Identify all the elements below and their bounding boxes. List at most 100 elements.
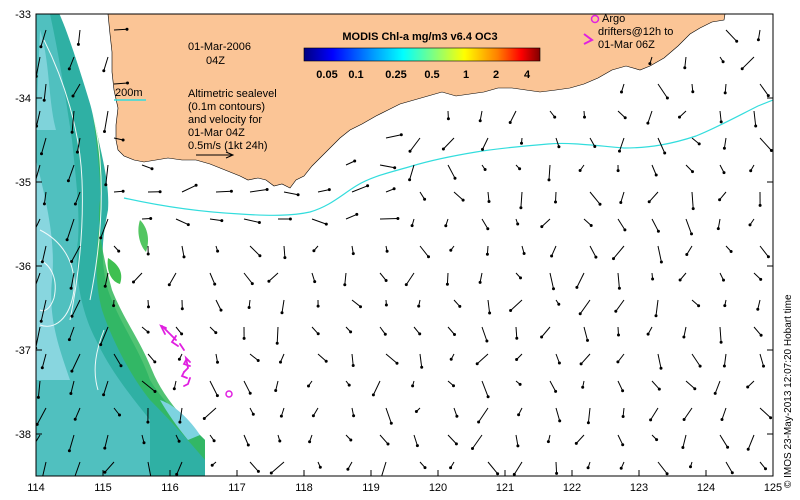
velocity-vector-head — [420, 365, 424, 369]
velocity-vector — [551, 245, 557, 257]
velocity-vector — [447, 434, 457, 445]
velocity-vector-head — [212, 439, 216, 443]
velocity-vector — [487, 191, 490, 202]
velocity-vector — [759, 83, 769, 96]
velocity-vector — [759, 353, 764, 367]
axis-ticks — [35, 13, 774, 476]
velocity-vector-head — [646, 121, 650, 125]
velocity-vector-head — [762, 364, 765, 368]
velocity-vector-head — [274, 389, 278, 392]
velocity-vector — [379, 434, 389, 445]
velocity-vector — [249, 245, 261, 257]
velocity-vector-head — [540, 225, 544, 229]
velocity-vector-head — [458, 304, 462, 308]
velocity-vector — [719, 434, 729, 448]
velocity-vector-head — [697, 304, 701, 308]
y-tick-label: -38 — [15, 429, 31, 441]
velocity-vector — [43, 191, 47, 204]
velocity-vector-head — [449, 357, 453, 361]
velocity-vector-head — [352, 414, 356, 418]
velocity-vector — [379, 272, 387, 281]
velocity-vector-head — [678, 115, 681, 119]
velocity-vector-head — [67, 338, 71, 342]
velocity-vector-head — [683, 66, 687, 70]
velocity-vector-head — [759, 277, 763, 281]
velocity-vector-head — [104, 183, 108, 187]
velocity-vector — [351, 299, 361, 308]
velocity-vector — [443, 137, 455, 150]
velocity-vector-head — [516, 222, 520, 226]
velocity-vector-head — [618, 149, 621, 153]
velocity-vector-head — [210, 463, 214, 467]
velocity-vector-head — [316, 332, 320, 336]
velocity-vector-head — [392, 187, 396, 191]
velocity-vector-head — [682, 418, 686, 421]
velocity-vector-head — [178, 420, 182, 424]
velocity-vector-head — [69, 392, 73, 395]
velocity-vector — [515, 434, 519, 446]
velocity-vector-head — [740, 67, 744, 71]
velocity-vector — [589, 137, 596, 147]
velocity-vector-head — [102, 393, 106, 397]
colorbar-tick-label: 1 — [463, 69, 469, 81]
velocity-vector — [268, 272, 279, 282]
velocity-vector-head — [689, 465, 692, 469]
velocity-vector — [555, 461, 558, 474]
velocity-vector-head — [132, 280, 135, 284]
velocity-vector-head — [414, 410, 418, 413]
velocity-vector-head — [512, 472, 516, 476]
velocity-vector — [147, 353, 156, 363]
velocity-vector — [419, 245, 429, 258]
velocity-vector — [555, 191, 557, 203]
velocity-vector-head — [318, 465, 322, 469]
velocity-vector-head — [33, 183, 36, 186]
velocity-vector-head — [186, 223, 190, 227]
velocity-vector — [691, 191, 694, 209]
velocity-vector-head — [726, 445, 730, 449]
velocity-vector-head — [488, 311, 492, 315]
y-tick-label: -35 — [15, 177, 31, 189]
velocity-vector — [481, 218, 489, 229]
velocity-vector-head — [103, 446, 107, 450]
velocity-vector-head — [716, 227, 720, 231]
velocity-vector-head — [665, 96, 669, 100]
velocity-vector-head — [478, 280, 482, 284]
velocity-vector-head — [477, 420, 481, 424]
velocity-vector — [723, 137, 727, 149]
velocity-scale-arrowhead — [225, 151, 235, 159]
velocity-vector — [113, 28, 128, 31]
velocity-vector — [71, 353, 81, 372]
velocity-vector — [487, 299, 491, 314]
velocity-vector — [691, 353, 701, 367]
velocity-vector-head — [384, 303, 388, 307]
velocity-vector-head — [257, 221, 261, 224]
velocity-vector — [617, 434, 624, 445]
velocity-vector — [312, 407, 319, 417]
velocity-vector — [576, 272, 585, 288]
velocity-vector-head — [446, 117, 450, 121]
velocity-vector-head — [119, 364, 123, 368]
velocity-vector-head — [481, 147, 484, 151]
velocity-vector-head — [685, 253, 689, 256]
velocity-vector — [487, 461, 498, 475]
velocity-vector-head — [67, 67, 71, 71]
velocity-vector — [555, 407, 561, 422]
velocity-vector-head — [574, 441, 578, 445]
velocity-vector — [725, 29, 738, 42]
velocity-vector-head — [384, 279, 388, 282]
velocity-vector — [685, 380, 696, 390]
colorbar-tick-label: 2 — [493, 69, 499, 81]
velocity-vector-head — [540, 335, 544, 339]
velocity-vector-head — [754, 124, 758, 128]
velocity-vector — [575, 434, 585, 444]
velocity-vector-head — [766, 94, 770, 98]
velocity-vector — [555, 353, 560, 364]
velocity-vector — [679, 272, 687, 281]
velocity-vector-head — [508, 121, 512, 124]
velocity-vector-head — [619, 201, 623, 204]
velocity-vector — [580, 353, 591, 365]
isobath-legend-label: 200m — [115, 87, 143, 99]
velocity-vector-head — [36, 422, 39, 426]
velocity-vector-head — [147, 305, 150, 309]
colorbar-tick-label: 0.5 — [424, 69, 439, 81]
